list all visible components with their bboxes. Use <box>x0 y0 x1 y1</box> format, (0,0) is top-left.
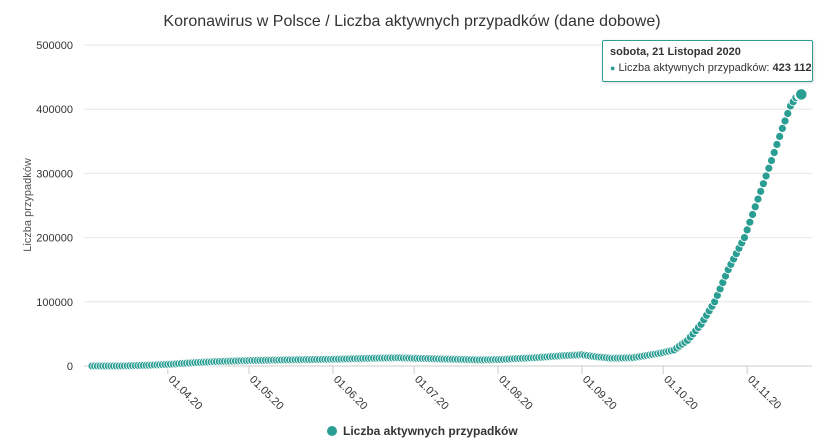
data-point[interactable] <box>780 116 790 126</box>
y-tick-label: 0 <box>67 361 73 373</box>
y-tick-label: 200000 <box>36 233 73 245</box>
data-point[interactable] <box>769 148 779 157</box>
legend-marker <box>327 426 337 436</box>
y-tick-label: 100000 <box>36 297 73 309</box>
tooltip-date: sobota, 21 Listopad 2020 <box>610 46 741 58</box>
y-tick-label: 300000 <box>36 168 73 180</box>
data-point[interactable] <box>750 202 760 212</box>
data-point[interactable] <box>777 124 787 133</box>
data-point[interactable] <box>767 156 776 165</box>
x-axis-ticks: 01.04.20 01.05.20 01.06.20 01.07.20 01.08.20… <box>166 366 783 413</box>
x-tick-label: 01.04.20 <box>166 374 205 413</box>
chart-title: Koronawirus w Polsce / Liczba aktywnych … <box>163 13 660 30</box>
data-point[interactable] <box>761 171 771 181</box>
data-point[interactable] <box>783 109 793 118</box>
data-point[interactable] <box>758 179 768 189</box>
hovered-point[interactable] <box>794 87 809 102</box>
y-axis-label: Liczba przypadków <box>22 158 34 252</box>
x-tick-label: 01.09.20 <box>580 374 619 413</box>
data-point[interactable] <box>764 163 774 173</box>
data-point[interactable] <box>748 210 757 219</box>
y-axis-ticks: 0 100000 200000 300000 400000 500000 <box>36 40 73 373</box>
x-tick-label: 01.10.20 <box>661 374 700 413</box>
y-tick-label: 400000 <box>36 104 73 116</box>
data-point[interactable] <box>745 217 755 227</box>
tooltip-row: ● Liczba aktywnych przypadków: 423 112 <box>610 62 812 74</box>
x-tick-label: 01.11.20 <box>745 374 783 412</box>
tooltip-marker-icon: ● <box>610 63 616 73</box>
tooltip-value: 423 112 <box>772 62 812 74</box>
data-point[interactable] <box>753 194 763 204</box>
x-tick-label: 01.06.20 <box>331 374 370 413</box>
tooltip-label: Liczba aktywnych przypadków: <box>618 62 773 74</box>
series-points <box>87 87 809 371</box>
data-point[interactable] <box>740 233 749 243</box>
legend[interactable]: Liczba aktywnych przypadków <box>327 424 518 438</box>
data-point[interactable] <box>772 140 782 149</box>
gridlines <box>84 44 812 367</box>
y-tick-label: 500000 <box>36 40 73 52</box>
x-tick-label: 01.08.20 <box>496 374 535 413</box>
data-point[interactable] <box>775 132 785 141</box>
legend-label: Liczba aktywnych przypadków <box>343 424 518 438</box>
x-tick-label: 01.05.20 <box>247 374 286 413</box>
x-tick-label: 01.07.20 <box>412 374 451 413</box>
data-point[interactable] <box>756 186 766 196</box>
data-point[interactable] <box>742 225 752 235</box>
tooltip: sobota, 21 Listopad 2020 ● Liczba aktywny… <box>602 40 813 82</box>
